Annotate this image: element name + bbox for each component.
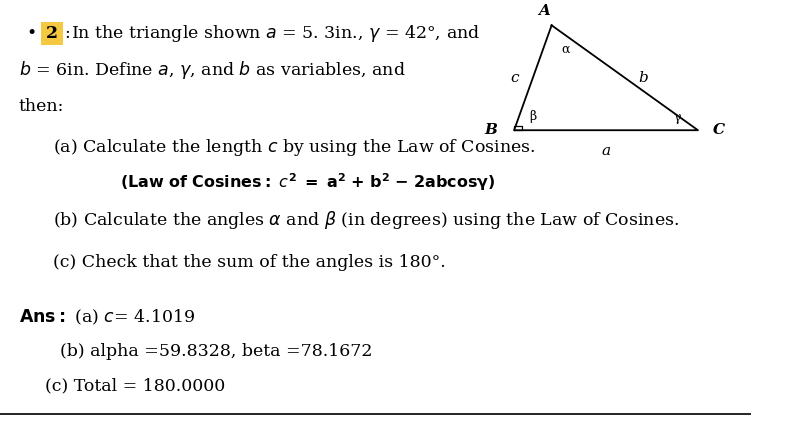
Text: In the triangle shown $a$ = 5. 3in., $\gamma$ = 42°, and: In the triangle shown $a$ = 5. 3in., $\g… — [71, 22, 481, 43]
Text: (c) Check that the sum of the angles is 180°.: (c) Check that the sum of the angles is … — [53, 255, 446, 271]
Text: then:: then: — [18, 98, 64, 115]
Text: 2: 2 — [46, 25, 58, 42]
Text: (b) alpha =59.8328, beta =78.1672: (b) alpha =59.8328, beta =78.1672 — [60, 343, 373, 360]
FancyBboxPatch shape — [41, 22, 63, 45]
Text: $\bf{Ans:}$ (a) $c$= 4.1019: $\bf{Ans:}$ (a) $c$= 4.1019 — [18, 308, 195, 327]
Text: a: a — [602, 144, 610, 158]
Text: (b) Calculate the angles $\alpha$ and $\beta$ (in degrees) using the Law of Cosi: (b) Calculate the angles $\alpha$ and $\… — [53, 209, 678, 231]
Text: •: • — [26, 25, 37, 42]
Text: β: β — [530, 110, 537, 123]
Text: (c) Total = 180.0000: (c) Total = 180.0000 — [45, 378, 226, 394]
Text: c: c — [510, 71, 518, 85]
Text: γ: γ — [674, 111, 681, 124]
Text: B: B — [485, 123, 498, 137]
Text: b: b — [638, 71, 649, 85]
Text: $b$ = 6in. Define $a$, $\gamma$, and $b$ as variables, and: $b$ = 6in. Define $a$, $\gamma$, and $b$… — [18, 59, 406, 81]
Text: A: A — [538, 3, 550, 18]
Text: (a) Calculate the length $c$ by using the Law of Cosines.: (a) Calculate the length $c$ by using th… — [53, 137, 535, 158]
Text: α: α — [561, 43, 570, 55]
Text: :: : — [65, 25, 70, 42]
Text: C: C — [713, 123, 725, 137]
Text: $\bf{(Law\ of\ Cosines:\ }$$c^{\bf{2}}\ \bf{=}\ a^{\bf{2}}\ \bf{+}\ b^{\bf{2}}\ : $\bf{(Law\ of\ Cosines:\ }$$c^{\bf{2}}\ … — [120, 172, 495, 194]
